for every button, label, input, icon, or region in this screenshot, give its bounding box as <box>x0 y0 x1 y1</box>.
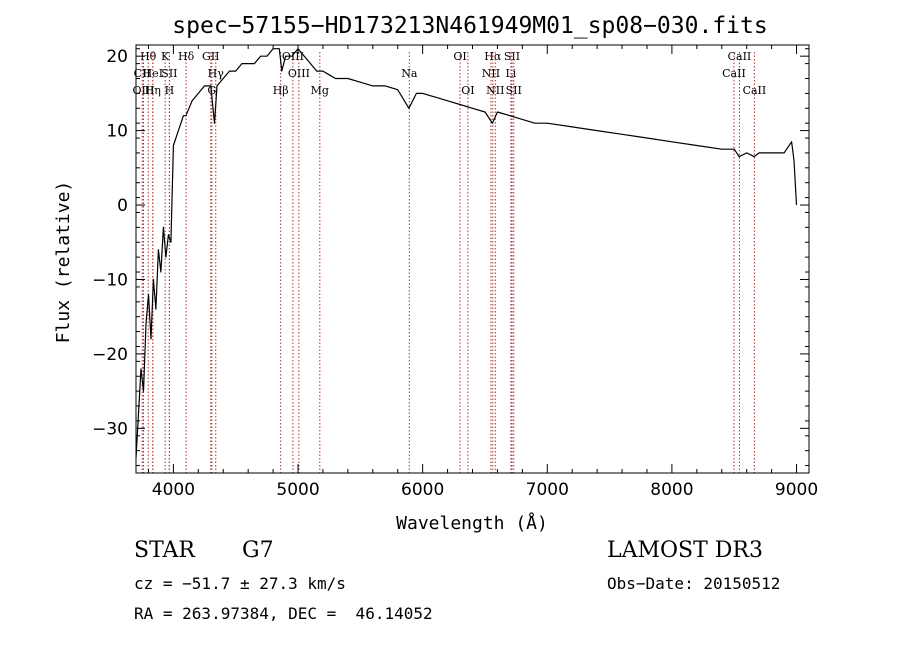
chart-title: spec−57155−HD173213N461949M01_sp08−030.f… <box>172 13 767 39</box>
spectral-line-label: OIII <box>288 67 310 80</box>
spectral-line-label: CII <box>134 67 151 80</box>
redshift-readout: cz = −51.7 ± 27.3 km/s <box>134 574 346 593</box>
y-axis-label: Flux (relative) <box>53 181 74 344</box>
spectral-line-label: NII <box>482 67 500 80</box>
spectrum-series <box>135 48 798 459</box>
spectral-line-label: H <box>165 84 175 97</box>
spectral-line-label: Hη <box>145 84 161 97</box>
x-tick-label: 8000 <box>650 480 693 500</box>
y-tick-label: −10 <box>92 270 128 290</box>
spectral-line-label: Hβ <box>273 84 289 97</box>
spectral-line-label: CaII <box>722 67 746 80</box>
spectral-line-label: Na <box>401 67 418 80</box>
object-class: STAR <box>134 538 195 563</box>
x-tick-label: 9000 <box>775 480 818 500</box>
observation-date: Obs−Date: 20150512 <box>607 574 781 593</box>
spectral-line-label: Hδ <box>178 50 195 63</box>
spectral-line-label: Hα <box>484 50 502 63</box>
spectral-line-label: OI <box>461 84 474 97</box>
spectral-line-label: SII <box>506 84 522 97</box>
spectral-line-label: OI <box>453 50 466 63</box>
y-tick-label: 0 <box>117 196 128 216</box>
coordinates-readout: RA = 263.97384, DEC = 46.14052 <box>134 604 433 623</box>
survey-label: LAMOST DR3 <box>607 538 763 563</box>
x-tick-label: 7000 <box>526 480 569 500</box>
x-tick-label: 5000 <box>276 480 319 500</box>
x-tick-label: 4000 <box>152 480 195 500</box>
spectral-line-label: CaII <box>728 50 752 63</box>
spectral-line-label: NII <box>486 84 504 97</box>
spectral-line-label: Li <box>505 67 516 80</box>
x-tick-label: 6000 <box>401 480 444 500</box>
spectral-line-label: K <box>161 50 170 63</box>
spectral-line-label: SII <box>504 50 520 63</box>
y-tick-label: −30 <box>92 419 128 439</box>
spectrum-line-0 <box>135 48 798 459</box>
object-subclass: G7 <box>242 538 274 563</box>
x-axis-label: Wavelength (Å) <box>396 512 548 534</box>
plot-frame <box>135 44 810 474</box>
y-tick-label: −20 <box>92 345 128 365</box>
spectral-line-label: Mg <box>311 84 329 97</box>
y-tick-label: 20 <box>106 47 128 67</box>
y-tick-label: 10 <box>106 122 128 142</box>
spectral-line-label: GII <box>202 50 219 63</box>
spectral-line-label: Hγ <box>208 67 225 80</box>
spectral-line-label: CaII <box>743 84 767 97</box>
axes: 4000 5000 6000 7000 8000 9000 −30 −20 −10 0 10 20 <box>92 45 818 500</box>
